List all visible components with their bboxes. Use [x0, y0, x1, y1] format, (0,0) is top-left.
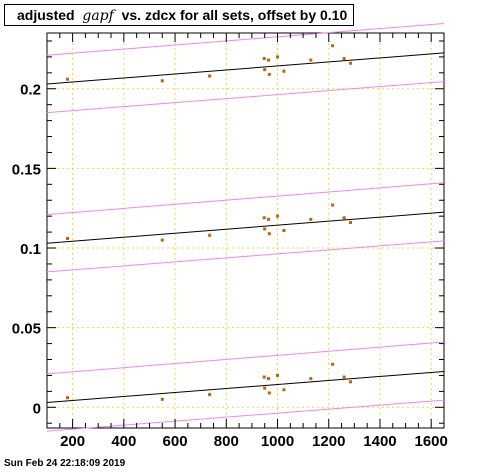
data-point — [276, 214, 280, 218]
data-point — [331, 44, 335, 48]
x-tick-label: 400 — [111, 433, 136, 450]
fit-line — [46, 211, 445, 244]
data-point — [276, 373, 280, 377]
data-point — [267, 72, 271, 76]
data-point — [309, 377, 313, 381]
fit-line — [46, 370, 445, 404]
band-upper-line — [46, 182, 445, 216]
plot-frame — [46, 32, 445, 429]
data-point — [276, 55, 280, 59]
x-tick-label: 1200 — [312, 433, 345, 450]
y-tick-label: 0.05 — [12, 321, 41, 338]
data-point — [160, 238, 164, 242]
data-point — [282, 69, 286, 73]
x-tick-label: 1000 — [261, 433, 294, 450]
y-tick-label: 0.2 — [20, 82, 41, 99]
data-point — [263, 68, 267, 72]
data-point — [267, 58, 271, 62]
data-point — [262, 216, 266, 220]
data-point — [160, 79, 164, 83]
data-point — [160, 397, 164, 401]
timestamp: Sun Feb 24 22:18:09 2019 — [4, 458, 126, 469]
axes: 200 400 600 800 1000 1200 1400 1600 0 0.05 0.1 0.15… — [12, 33, 448, 450]
data-point — [282, 388, 286, 392]
data-point — [342, 216, 346, 220]
band-lower-line — [46, 240, 445, 273]
data-point — [309, 58, 313, 62]
data-point — [262, 56, 266, 60]
x-tick-label: 1400 — [363, 433, 396, 450]
data-point — [331, 203, 335, 207]
data-point — [267, 377, 271, 381]
title-suffix: vs. zdcx for all sets, offset by 0.10 — [121, 7, 348, 23]
data-point — [331, 362, 335, 366]
data-point — [208, 74, 212, 78]
data-point — [342, 375, 346, 379]
x-tick-label: 1600 — [415, 433, 448, 450]
x-tick-label: 200 — [60, 433, 85, 450]
band-upper-line — [46, 341, 445, 375]
y-tick-label: 0 — [33, 400, 41, 417]
data-point — [262, 375, 266, 379]
data-point — [263, 227, 267, 231]
fit-lines — [46, 52, 445, 404]
band-upper-line — [46, 22, 445, 56]
data-point — [282, 229, 286, 232]
x-tick-label: 800 — [214, 433, 239, 450]
chart-title: adjusted gapf vs. zdcx for all sets, off… — [4, 4, 354, 26]
data-point — [267, 232, 271, 236]
data-point — [349, 61, 353, 65]
title-variable: gapf — [82, 8, 114, 24]
fit-line — [46, 52, 445, 85]
data-point — [349, 221, 353, 225]
data-point — [263, 386, 267, 390]
data-point — [65, 77, 69, 81]
y-tick-label: 0.15 — [12, 161, 41, 178]
data-point — [65, 396, 69, 400]
data-point — [267, 217, 271, 221]
data-point — [208, 233, 212, 237]
error-bands — [46, 22, 445, 432]
data-point — [342, 56, 346, 60]
band-lower-line — [46, 81, 445, 114]
data-point — [309, 217, 313, 221]
y-tick-label: 0.1 — [20, 241, 41, 258]
x-tick-label: 600 — [163, 433, 188, 450]
data-point — [65, 236, 69, 240]
data-point — [208, 393, 212, 397]
data-point — [267, 391, 271, 395]
data-points — [65, 44, 353, 401]
band-lower-line — [46, 399, 445, 432]
data-point — [349, 380, 353, 384]
title-prefix: adjusted — [17, 7, 75, 23]
